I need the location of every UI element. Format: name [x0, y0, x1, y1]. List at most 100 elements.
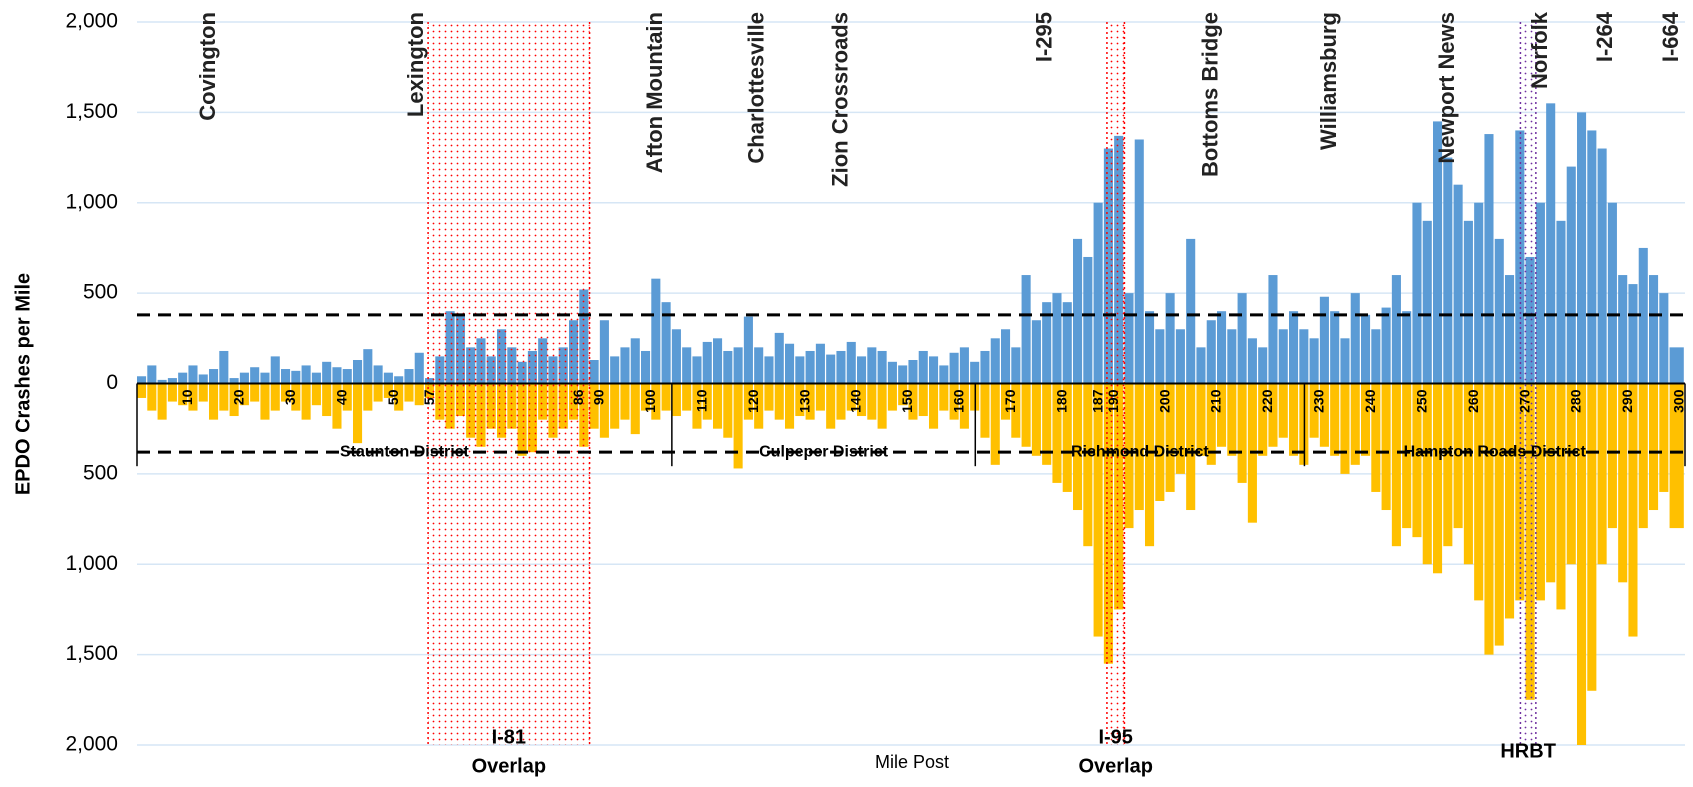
bar — [1268, 383, 1278, 447]
bar — [1340, 338, 1350, 384]
bar — [949, 352, 959, 384]
bar — [383, 372, 393, 384]
bar — [702, 383, 712, 420]
bar — [774, 383, 784, 420]
bar — [1319, 296, 1329, 384]
location-label: I-295 — [1032, 12, 1057, 62]
bar — [939, 365, 949, 384]
y-tick-label: 0 — [106, 371, 118, 394]
x-tick-label: 90 — [591, 389, 607, 405]
location-label: Bottoms Bridge — [1198, 12, 1223, 177]
bar — [1196, 347, 1206, 384]
bar — [363, 349, 373, 384]
bar — [1319, 383, 1329, 447]
bar — [1289, 311, 1299, 384]
district-label: Hampton Roads District — [1404, 443, 1587, 460]
bar — [651, 278, 661, 384]
x-tick-label: 120 — [745, 389, 761, 413]
bar — [1474, 202, 1484, 384]
bar — [1453, 184, 1463, 384]
bar — [764, 356, 774, 384]
bar — [918, 383, 928, 417]
bar — [1309, 338, 1319, 384]
location-label: Williamsburg — [1316, 12, 1341, 150]
bar — [178, 383, 188, 406]
bar — [1042, 302, 1052, 384]
bar — [209, 369, 219, 384]
bar — [1237, 293, 1247, 384]
bar — [1649, 275, 1659, 384]
x-tick-label: 250 — [1413, 389, 1429, 413]
bar — [877, 350, 887, 384]
bar — [1258, 347, 1268, 384]
bar — [1062, 302, 1072, 384]
bar — [692, 356, 702, 384]
bar — [167, 378, 177, 384]
district-label: Richmond District — [1071, 443, 1209, 460]
district-label: Culpeper District — [759, 443, 889, 460]
bar — [1145, 311, 1155, 384]
bar — [1011, 347, 1021, 384]
bar — [1124, 383, 1134, 529]
bar — [342, 369, 352, 384]
bar — [1433, 383, 1443, 574]
bar — [1494, 383, 1504, 646]
bar — [805, 350, 815, 384]
bar — [1165, 293, 1175, 384]
bar — [589, 383, 599, 429]
bar — [1196, 383, 1206, 456]
x-tick-label: 100 — [642, 389, 658, 413]
bar — [1093, 202, 1103, 384]
bar — [1669, 383, 1684, 529]
bar — [836, 383, 846, 420]
bar — [1268, 275, 1278, 384]
bar — [785, 383, 795, 429]
bar — [1227, 329, 1237, 384]
location-label: Afton Mountain — [642, 12, 667, 173]
bar — [209, 383, 219, 420]
bar — [1381, 383, 1391, 511]
bar — [1299, 329, 1309, 384]
bar — [137, 383, 147, 398]
bar — [877, 383, 887, 429]
bar — [857, 356, 867, 384]
bar — [1371, 383, 1381, 492]
bar — [815, 343, 825, 384]
x-tick-label: 280 — [1568, 389, 1584, 413]
x-tick-label: 270 — [1516, 389, 1532, 413]
bar — [1155, 383, 1165, 501]
bar — [1649, 383, 1659, 511]
bar — [939, 383, 949, 411]
bar — [1175, 329, 1185, 384]
bar — [219, 350, 229, 384]
bar — [1577, 383, 1587, 745]
bar — [795, 383, 805, 417]
bar — [1001, 329, 1011, 384]
x-tick-label: 140 — [848, 389, 864, 413]
bar — [188, 365, 198, 384]
bar — [702, 341, 712, 384]
y-tick-label: 2,000 — [65, 10, 118, 33]
bar — [1391, 275, 1401, 384]
bar — [836, 350, 846, 384]
bar — [1422, 220, 1432, 384]
bar — [1494, 238, 1504, 384]
bar — [260, 383, 270, 420]
bar — [291, 383, 301, 411]
x-tick-label: 200 — [1156, 389, 1172, 413]
bar — [713, 338, 723, 384]
bar — [1247, 338, 1257, 384]
bar — [1381, 307, 1391, 384]
bar — [867, 383, 877, 420]
bar — [198, 383, 208, 402]
x-axis-label: Mile Post — [875, 752, 949, 772]
bar — [1577, 112, 1587, 384]
bar — [1124, 293, 1134, 384]
bar — [1206, 383, 1216, 465]
bar — [846, 341, 856, 384]
bar — [239, 372, 249, 384]
bar — [1361, 314, 1371, 384]
bar — [373, 365, 383, 384]
bar — [1052, 293, 1062, 384]
overlay-label: I-95 — [1098, 726, 1132, 748]
